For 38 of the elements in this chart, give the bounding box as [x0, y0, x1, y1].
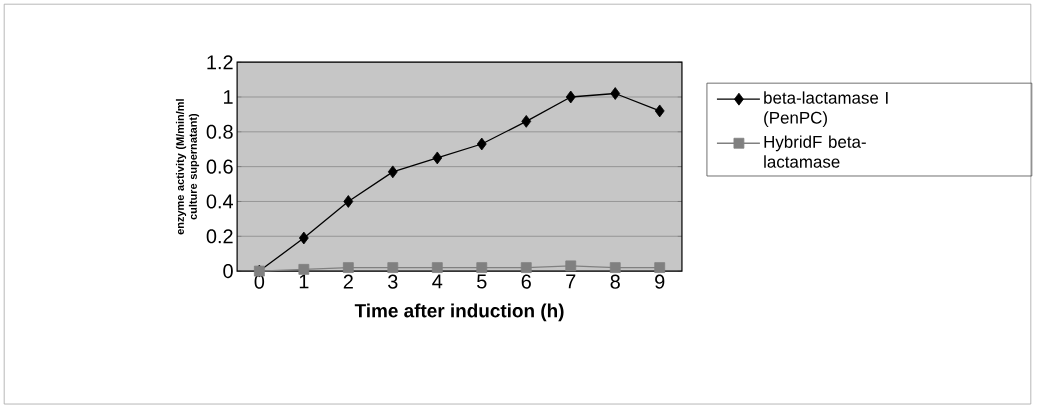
x-tick-label: 9: [655, 274, 665, 289]
point: [431, 262, 443, 273]
y-tick-label: 1.2: [207, 55, 233, 70]
x-tick-label: 8: [610, 274, 620, 289]
y-tick-label: 0.6: [206, 159, 233, 174]
x-tick-label: 4: [432, 274, 443, 289]
point: [387, 165, 398, 179]
y-tick-label: 0.4: [206, 194, 234, 209]
legend-label: beta-lactamase I (PenPC): [764, 91, 888, 127]
x-tick-label: 6: [521, 274, 531, 289]
point: [609, 262, 621, 273]
point: [654, 262, 666, 273]
point: [476, 137, 487, 151]
point: [342, 262, 354, 273]
y-tick-label: 0.8: [206, 124, 233, 139]
x-tick-label: 3: [388, 274, 398, 289]
y-tick-label: 0: [223, 263, 233, 279]
x-tick-label: 7: [566, 274, 576, 289]
point: [521, 114, 532, 128]
point: [565, 260, 577, 272]
legend-label: HybridF beta-lactamase: [764, 135, 866, 168]
point: [654, 104, 665, 118]
x-axis-title: Time after induction (h): [354, 303, 564, 322]
y-tick-label: 0.2: [206, 229, 233, 244]
point: [565, 90, 576, 104]
point: [298, 263, 310, 275]
point: [610, 87, 621, 100]
point: [387, 262, 399, 273]
x-tick-label: 2: [343, 274, 353, 289]
point: [476, 262, 488, 273]
point: [298, 231, 309, 245]
x-tick-label: 5: [477, 274, 487, 289]
point: [343, 194, 354, 208]
x-tick-label: 1: [299, 274, 309, 289]
point: [432, 151, 443, 165]
point: [520, 262, 532, 273]
y-tick-label: 1: [224, 90, 233, 104]
y-axis-title: enzyme activity (M/min/ml culture supernatant): [175, 99, 200, 235]
